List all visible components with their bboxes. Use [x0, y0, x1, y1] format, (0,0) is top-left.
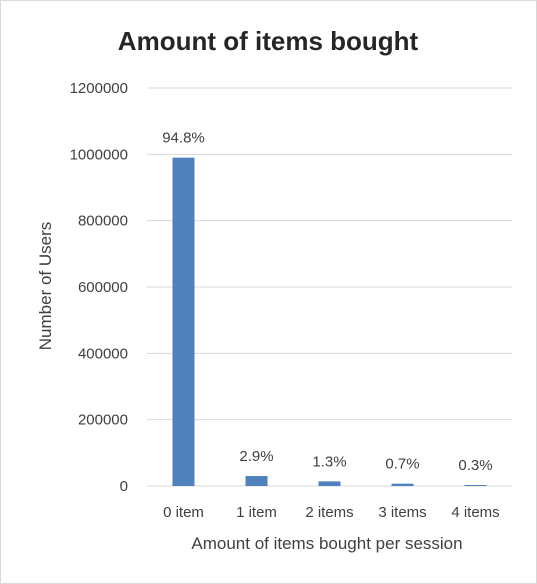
- data-label: 0.3%: [458, 457, 492, 474]
- y-tick-label: 200000: [78, 412, 128, 429]
- data-labels: 94.8% 2.9% 1.3% 0.7% 0.3%: [162, 130, 492, 474]
- x-tick-label: 0 item: [163, 504, 204, 521]
- bar: [245, 476, 268, 486]
- y-axis-ticks: 0 200000 400000 600000 800000 1000000 1200000: [70, 80, 128, 495]
- bar: [172, 157, 195, 486]
- x-tick-label: 2 items: [305, 504, 353, 521]
- x-axis-ticks: 0 item 1 item 2 items 3 items 4 items: [163, 504, 500, 521]
- bars: [172, 157, 487, 486]
- y-axis-label: Number of Users: [36, 222, 55, 350]
- data-label: 2.9%: [239, 448, 273, 465]
- x-tick-label: 1 item: [236, 504, 277, 521]
- bar: [464, 485, 487, 486]
- data-label: 0.7%: [385, 456, 419, 473]
- bar: [391, 483, 414, 486]
- y-tick-label: 1000000: [70, 146, 128, 163]
- x-tick-label: 3 items: [378, 504, 426, 521]
- x-tick-label: 4 items: [451, 504, 499, 521]
- y-tick-label: 800000: [78, 213, 128, 230]
- data-label: 94.8%: [162, 130, 205, 147]
- y-tick-label: 400000: [78, 345, 128, 362]
- x-axis-label: Amount of items bought per session: [191, 534, 462, 553]
- gridlines: [147, 87, 512, 487]
- bar: [318, 481, 341, 486]
- y-tick-label: 0: [120, 478, 128, 495]
- chart-title: Amount of items bought: [118, 26, 419, 56]
- data-label: 1.3%: [312, 453, 346, 470]
- y-tick-label: 600000: [78, 279, 128, 296]
- y-tick-label: 1200000: [70, 80, 128, 97]
